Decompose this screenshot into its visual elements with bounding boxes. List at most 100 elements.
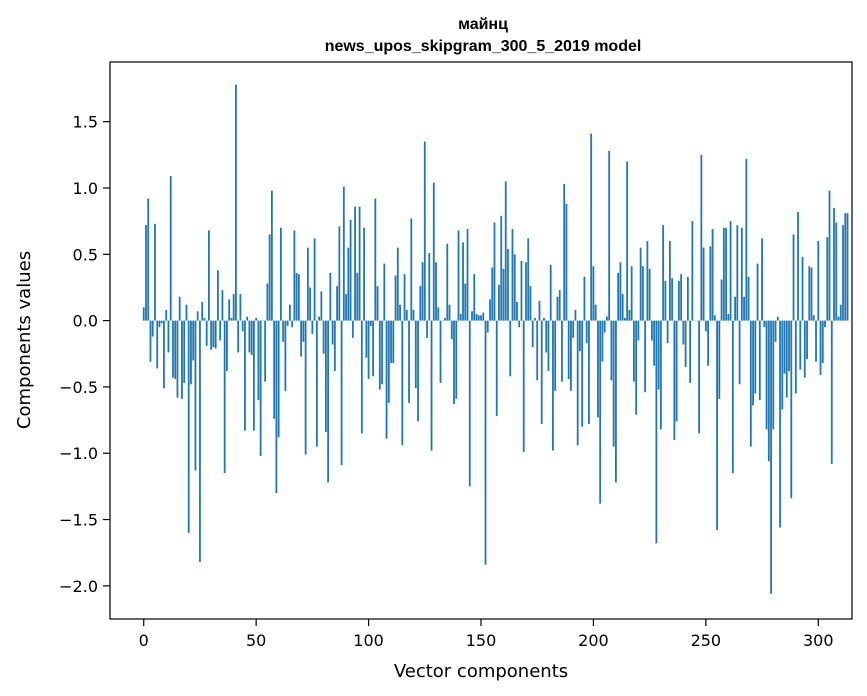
bar-108 [385, 320, 388, 439]
bar-140 [457, 230, 460, 321]
bar-64 [286, 320, 289, 326]
bar-137 [450, 320, 453, 340]
bar-262 [731, 320, 734, 474]
bar-281 [774, 320, 777, 342]
bar-13 [172, 320, 174, 378]
bar-306 [830, 320, 833, 464]
bar-21 [190, 320, 192, 385]
bar-91 [347, 247, 350, 321]
bar-24 [196, 311, 199, 321]
bar-19 [185, 304, 188, 321]
bar-266 [740, 227, 743, 321]
bar-128 [430, 320, 433, 451]
bar-96 [358, 206, 361, 321]
bar-83 [329, 272, 332, 321]
bar-54 [264, 320, 267, 382]
x-tick-label: 150 [466, 631, 497, 650]
bar-160 [502, 268, 505, 321]
bar-313 [846, 213, 849, 321]
bar-185 [558, 290, 561, 321]
bar-142 [462, 242, 464, 321]
bar-97 [360, 320, 363, 434]
bar-0 [142, 307, 145, 321]
bar-199 [590, 133, 593, 321]
bar-126 [426, 320, 428, 338]
x-tick-label: 250 [691, 631, 722, 650]
bar-256 [718, 320, 721, 399]
bar-104 [376, 286, 379, 321]
bar-150 [480, 315, 482, 321]
bar-222 [641, 266, 644, 321]
bar-34 [219, 320, 222, 341]
bar-214 [624, 317, 626, 321]
bar-296 [808, 266, 811, 321]
bar-94 [354, 206, 356, 321]
plot-frame [109, 61, 853, 620]
bar-226 [650, 320, 653, 341]
bar-244 [691, 221, 694, 321]
bar-240 [682, 320, 685, 345]
bar-57 [270, 190, 273, 321]
bar-61 [279, 227, 282, 321]
bar-89 [342, 186, 345, 321]
bar-235 [671, 278, 674, 321]
bar-123 [419, 286, 422, 321]
bar-224 [646, 241, 649, 321]
bar-139 [455, 320, 458, 399]
bar-151 [482, 312, 485, 321]
bar-238 [677, 280, 680, 321]
bar-195 [581, 320, 584, 427]
bar-212 [619, 262, 622, 321]
bar-171 [527, 238, 530, 321]
bar-284 [781, 320, 784, 410]
bar-1 [145, 225, 147, 321]
bar-109 [387, 320, 390, 403]
bar-184 [556, 296, 559, 321]
bar-247 [698, 320, 700, 434]
bar-290 [794, 320, 797, 394]
bar-250 [704, 320, 707, 332]
bar-5 [154, 223, 156, 321]
bar-146 [471, 311, 473, 321]
bar-103 [374, 198, 377, 321]
bar-58 [273, 320, 276, 419]
bar-261 [729, 221, 732, 321]
bar-52 [259, 320, 262, 456]
bar-71 [302, 320, 305, 342]
bar-106 [381, 320, 383, 385]
bar-47 [248, 320, 251, 353]
bar-112 [394, 275, 397, 321]
bar-6 [156, 320, 159, 369]
bar-178 [543, 317, 545, 321]
bar-59 [275, 320, 278, 494]
bar-80 [322, 320, 325, 354]
bar-27 [203, 317, 206, 321]
bar-130 [435, 262, 437, 321]
bar-291 [797, 211, 799, 321]
bar-141 [459, 313, 462, 321]
bar-209 [612, 320, 615, 447]
bar-90 [345, 294, 347, 321]
bar-51 [257, 320, 260, 401]
bar-225 [648, 268, 651, 321]
bar-205 [603, 320, 606, 333]
bar-4 [151, 320, 154, 337]
bar-181 [549, 264, 552, 321]
bar-175 [536, 320, 539, 381]
y-tick-label: −2.0 [59, 577, 98, 596]
bar-191 [572, 320, 575, 338]
y-tick-label: −0.5 [59, 378, 98, 397]
bar-154 [489, 299, 491, 321]
bar-120 [412, 310, 415, 321]
bar-93 [351, 320, 354, 338]
bar-302 [821, 320, 824, 364]
bar-163 [509, 320, 512, 377]
bar-17 [181, 320, 183, 399]
bar-278 [767, 320, 770, 462]
bar-119 [410, 218, 413, 321]
bar-233 [666, 320, 669, 344]
bar-105 [378, 320, 381, 390]
x-axis-ticks: 0 50 100 150 200 250 300 [139, 619, 834, 650]
bar-173 [531, 320, 534, 348]
